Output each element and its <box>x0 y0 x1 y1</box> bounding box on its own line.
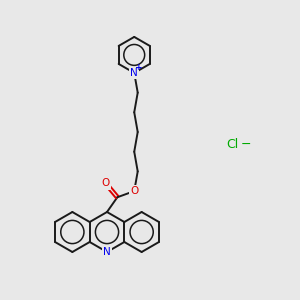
Text: −: − <box>241 137 251 151</box>
Text: Cl: Cl <box>226 139 238 152</box>
Text: O: O <box>102 178 110 188</box>
Text: N: N <box>130 68 138 78</box>
Text: N: N <box>103 247 111 257</box>
Text: +: + <box>135 63 143 72</box>
Text: O: O <box>130 186 138 196</box>
